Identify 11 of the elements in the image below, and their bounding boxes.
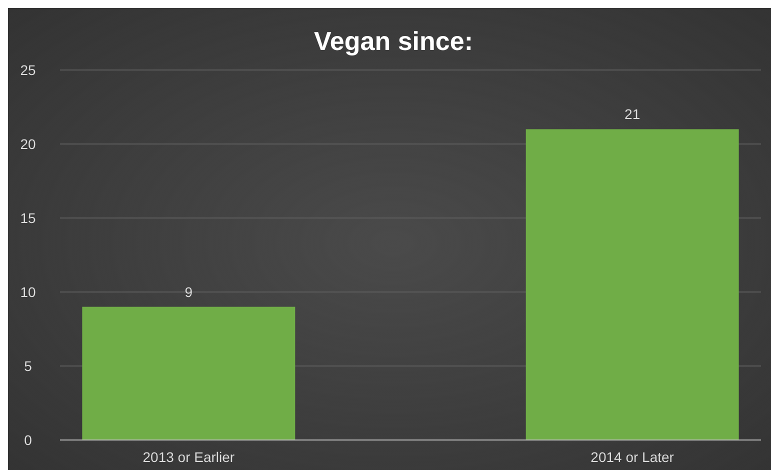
x-tick-label: 2013 or Earlier — [142, 449, 235, 465]
data-label: 9 — [184, 284, 193, 300]
y-tick-label: 0 — [24, 432, 32, 448]
x-tick-label: 2014 or Later — [590, 449, 674, 465]
y-tick-label: 25 — [20, 62, 36, 78]
data-label: 21 — [624, 106, 640, 122]
y-tick-label: 10 — [20, 284, 36, 300]
y-tick-label: 20 — [20, 136, 36, 152]
y-tick-label: 5 — [24, 358, 32, 374]
chart-title: Vegan since: — [314, 26, 473, 56]
y-tick-label: 15 — [20, 210, 36, 226]
